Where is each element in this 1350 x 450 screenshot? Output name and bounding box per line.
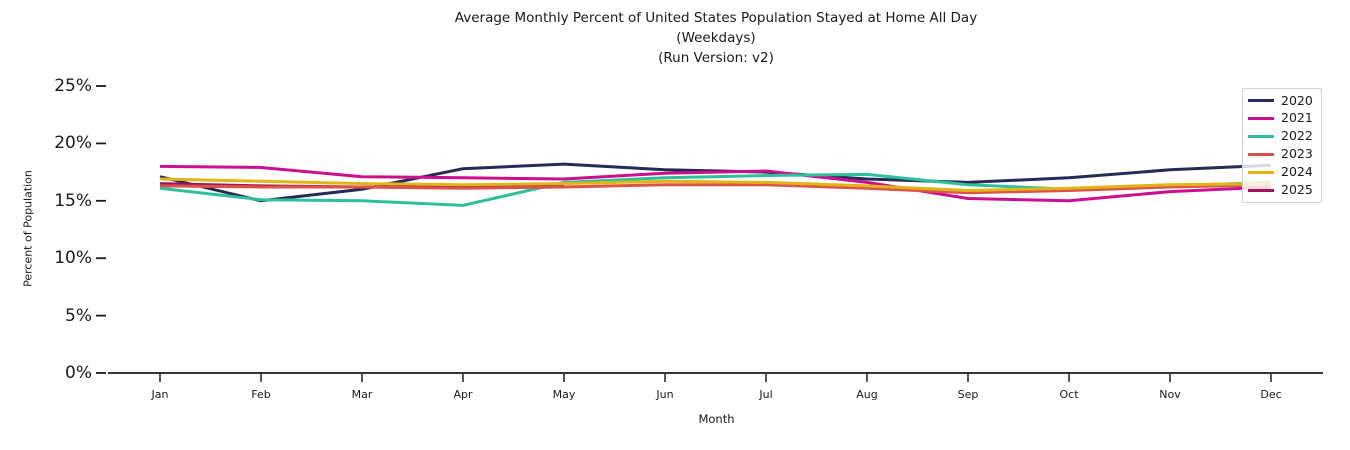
legend-swatch-2023 — [1248, 152, 1274, 156]
legend-label: 2023 — [1281, 146, 1313, 162]
series-line-2024 — [159, 177, 1272, 192]
legend-entry-2022: 2022 — [1248, 128, 1316, 145]
chart-title-line3: (Run Version: v2) — [658, 50, 774, 66]
legend-entry-2023: 2023 — [1248, 146, 1316, 163]
y-tick-label: 15% — [54, 190, 92, 211]
legend-label: 2020 — [1281, 92, 1313, 108]
y-tick-label: 10% — [54, 248, 92, 269]
chart-title-line1: Average Monthly Percent of United States… — [454, 10, 978, 26]
series-line-2021 — [159, 164, 1272, 203]
x-tick-label: Jul — [759, 388, 773, 401]
legend-entry-2021: 2021 — [1248, 110, 1316, 127]
legend-swatch-2022 — [1248, 135, 1274, 139]
x-tick-label: Sep — [957, 388, 979, 401]
legend-label: 2022 — [1281, 128, 1313, 144]
x-tick-label: Dec — [1260, 388, 1282, 401]
legend-entry-2020: 2020 — [1248, 92, 1316, 109]
legend-label: 2025 — [1281, 181, 1313, 197]
x-axis-label: Month — [698, 412, 735, 426]
legend-swatch-2024 — [1248, 170, 1274, 174]
legend-entry-2025: 2025 — [1248, 182, 1316, 199]
chart-title: Average Monthly Percent of United States… — [0, 8, 1350, 68]
x-tick-label: May — [552, 388, 576, 401]
y-axis-label: Percent of Population — [21, 170, 35, 287]
x-tick-label: Aug — [856, 388, 878, 401]
chart-title-line2: (Weekdays) — [676, 30, 756, 46]
legend: 2020 2021 2022 2023 2024 2025 — [1242, 88, 1322, 203]
y-tick-label: 25% — [54, 76, 92, 96]
legend-label: 2021 — [1281, 110, 1313, 126]
legend-swatch-2025 — [1248, 188, 1274, 192]
x-tick-label: Oct — [1059, 388, 1079, 401]
x-tick-label: Nov — [1159, 388, 1181, 401]
series-line-2023 — [159, 183, 1272, 195]
y-tick-label: 5% — [65, 305, 92, 326]
x-tick-label: Feb — [251, 388, 271, 401]
x-tick-label: Jun — [656, 388, 674, 401]
legend-swatch-2020 — [1248, 99, 1274, 103]
legend-label: 2024 — [1281, 163, 1313, 179]
x-tick-label: Apr — [453, 388, 473, 401]
legend-entry-2024: 2024 — [1248, 164, 1316, 181]
legend-swatch-2021 — [1248, 117, 1274, 121]
x-tick-label: Jan — [151, 388, 169, 401]
x-tick-label: Mar — [351, 388, 373, 401]
y-tick-label: 20% — [54, 133, 92, 154]
y-tick-label: 0% — [65, 363, 92, 383]
